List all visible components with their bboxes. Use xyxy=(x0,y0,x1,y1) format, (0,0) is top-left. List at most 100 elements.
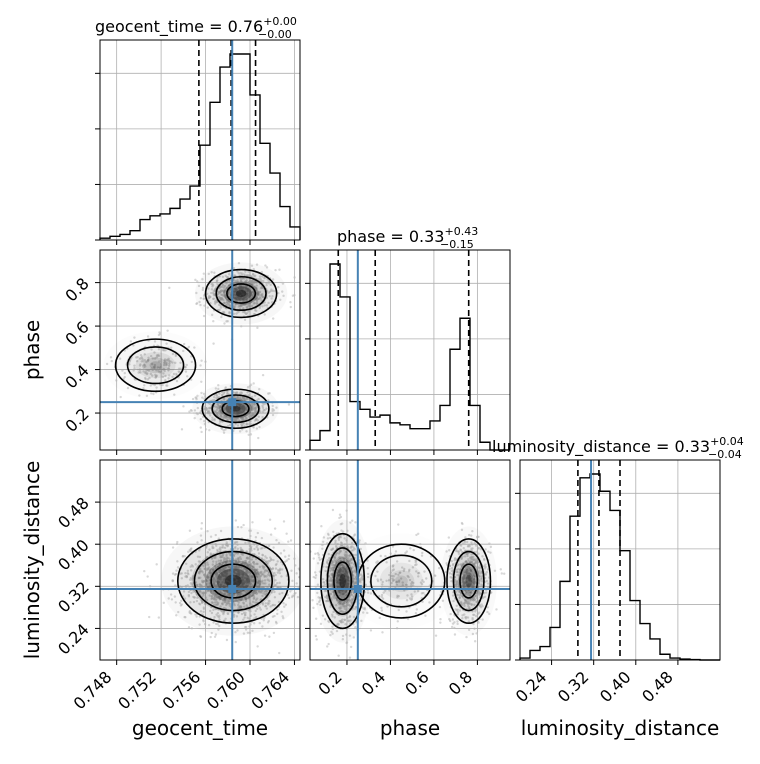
sample-point xyxy=(232,554,236,558)
sample-point xyxy=(187,595,191,598)
sample-point xyxy=(148,585,152,588)
sample-point xyxy=(223,569,227,572)
sample-point xyxy=(197,284,201,288)
sample-point xyxy=(265,296,269,300)
sample-point xyxy=(249,579,253,582)
sample-point xyxy=(447,536,451,539)
sample-point xyxy=(270,289,273,293)
sample-point xyxy=(196,406,200,410)
sample-point xyxy=(215,394,219,398)
sample-point xyxy=(265,283,268,287)
sample-point xyxy=(244,287,248,291)
sample-point xyxy=(191,565,195,568)
sample-point xyxy=(184,370,188,373)
sample-point xyxy=(258,425,261,429)
sample-point xyxy=(348,656,352,659)
sample-point xyxy=(245,423,248,426)
sample-point xyxy=(272,603,275,607)
sample-point xyxy=(244,290,247,293)
sample-point xyxy=(185,363,188,367)
sample-point xyxy=(186,584,189,587)
sample-point xyxy=(126,386,130,390)
sample-point xyxy=(258,275,262,278)
sample-point xyxy=(238,406,241,409)
sample-point xyxy=(253,409,257,412)
histogram-geocent_time xyxy=(99,53,301,240)
sample-point xyxy=(219,554,222,557)
sample-point xyxy=(199,534,203,537)
sample-point xyxy=(281,282,285,285)
sample-point xyxy=(257,552,261,555)
sample-point xyxy=(214,542,217,546)
sample-point xyxy=(294,591,297,595)
sample-point xyxy=(217,628,220,631)
sample-point xyxy=(256,607,259,611)
sample-point xyxy=(221,599,225,602)
sample-point xyxy=(248,422,251,426)
sample-point xyxy=(214,533,217,537)
sample-point xyxy=(247,560,251,564)
sample-point xyxy=(161,383,164,387)
sample-point xyxy=(118,357,122,360)
sample-point xyxy=(219,605,222,608)
sample-point xyxy=(228,566,232,569)
sample-point xyxy=(249,582,252,586)
sample-point xyxy=(176,540,179,544)
sample-point xyxy=(184,584,188,588)
sample-point xyxy=(206,563,210,566)
sample-point xyxy=(265,281,268,285)
sample-point xyxy=(190,360,194,364)
title-geocent-time: geocent_time = 0.76+0.00 xyxy=(95,15,297,37)
sample-point xyxy=(218,597,222,600)
sample-point xyxy=(228,604,231,607)
sample-point xyxy=(228,423,232,427)
sample-point xyxy=(236,525,240,529)
sample-point xyxy=(250,415,253,418)
sample-point xyxy=(265,266,269,269)
sample-point xyxy=(200,430,203,434)
sample-point xyxy=(218,614,221,617)
sample-point xyxy=(188,578,192,581)
sample-point xyxy=(240,612,244,616)
sample-point xyxy=(204,579,208,582)
sample-point xyxy=(269,533,273,536)
sample-point xyxy=(253,394,257,397)
sample-point xyxy=(204,408,208,412)
sample-point xyxy=(248,554,252,558)
sample-point xyxy=(267,291,270,294)
sample-point xyxy=(237,601,240,604)
sample-point xyxy=(261,582,264,585)
sample-point xyxy=(200,539,203,542)
panel-frame xyxy=(99,459,301,661)
sample-point xyxy=(239,391,243,394)
sample-point xyxy=(253,563,256,566)
sample-point xyxy=(174,361,177,365)
sample-point xyxy=(287,557,290,561)
sample-point xyxy=(242,404,245,407)
sample-point xyxy=(223,416,226,419)
sample-point xyxy=(237,280,240,284)
sample-point xyxy=(233,571,237,575)
sample-point xyxy=(284,555,287,558)
sample-point xyxy=(244,295,248,299)
sample-point xyxy=(226,544,230,547)
sample-point xyxy=(253,553,256,556)
sample-point xyxy=(254,609,257,613)
sample-point xyxy=(162,601,165,605)
sample-point xyxy=(257,397,260,401)
sample-point xyxy=(290,595,294,599)
sample-point xyxy=(245,563,248,566)
sample-point xyxy=(234,558,238,561)
sample-point xyxy=(259,608,262,611)
sample-point xyxy=(234,540,237,544)
sample-point xyxy=(244,408,248,411)
sample-point xyxy=(251,629,254,633)
sample-point xyxy=(225,603,228,607)
sample-point xyxy=(261,373,265,377)
sample-point xyxy=(214,556,217,559)
sample-point xyxy=(198,623,201,626)
sample-point xyxy=(238,287,242,291)
sample-point xyxy=(243,560,246,563)
sample-point xyxy=(199,570,202,573)
sample-point xyxy=(252,591,255,595)
